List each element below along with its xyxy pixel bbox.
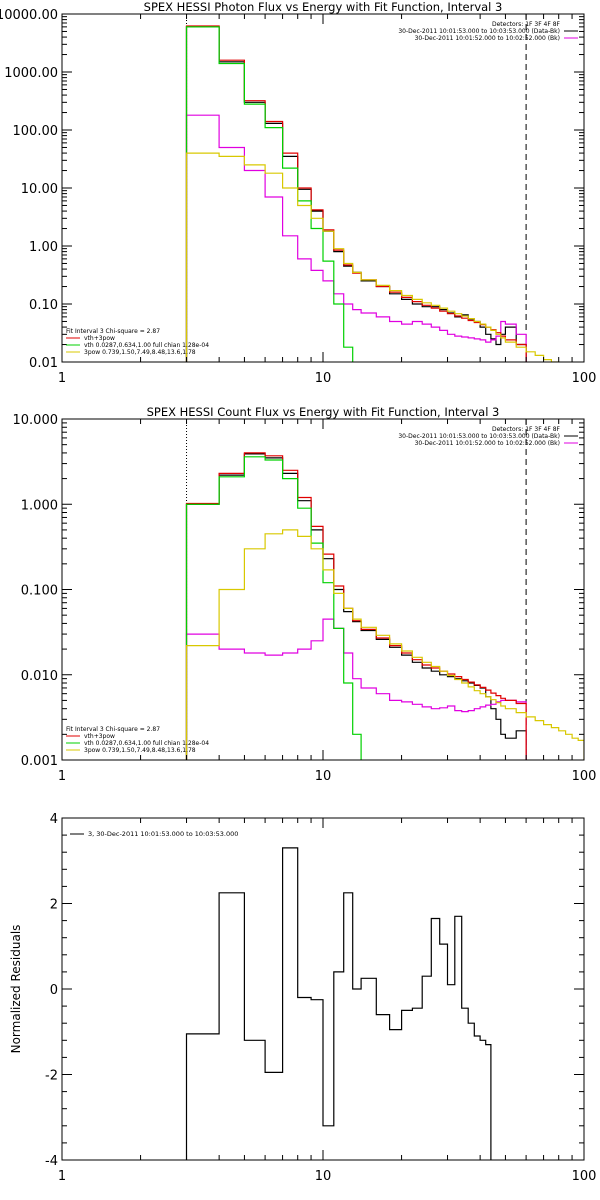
y-tick-label: 0.010: [21, 669, 58, 684]
legend-label: Fit Interval 3 Chi-square = 2.87: [66, 328, 160, 335]
chart-panel-1: SPEX HESSI Photon Flux vs Energy with Fi…: [0, 0, 596, 386]
chart-panel-2: SPEX HESSI Count Flux vs Energy with Fit…: [13, 405, 597, 784]
chart-panel-3: Normalized Residuals 1 10 100 -4 -2 0 2 4 3, 30-D…: [9, 812, 596, 1184]
legend-label: 3, 30-Dec-2011 10:01:53.000 to 10:03:53.…: [88, 830, 238, 838]
y-tick-label: 0.001: [21, 754, 58, 769]
legend-label: vth 0.0287,0.634,1.00 full chian 1.28e-0…: [84, 342, 209, 349]
legend-label: 30-Dec-2011 10:01:52.000 to 10:02:52.000…: [415, 440, 560, 447]
plot-frame: [61, 13, 585, 363]
y-tick-label: 1000.00: [4, 66, 58, 81]
legend-label: 30-Dec-2011 10:01:53.000 to 10:03:53.000…: [398, 433, 560, 440]
series-group: [185, 25, 560, 362]
series-line-vth: [185, 456, 362, 760]
y-tick-label: 4: [50, 812, 58, 827]
y-tick-label: 1.00: [29, 240, 58, 255]
x-tick-label: 100: [572, 769, 597, 784]
series-line-data-bk: [185, 453, 527, 760]
x-tick-label: 1: [58, 769, 66, 784]
series-line-bk: [185, 114, 527, 362]
legend-label: Detectors: 1F 3F 4F 8F: [492, 21, 561, 28]
series-group: [185, 847, 492, 1160]
legend-label: 3pow 0.739,1.50,7.49,8.48,13.6,1.78: [84, 747, 196, 754]
y-tick-label: 2: [50, 898, 58, 913]
legend-label: 30-Dec-2011 10:01:53.000 to 10:03:53.000…: [398, 28, 560, 35]
x-tick-label: 10: [315, 371, 332, 386]
y-tick-label: -4: [45, 1154, 58, 1169]
legend-label: 3pow 0.739,1.50,7.49,8.48,13.6,1.78: [84, 349, 196, 356]
y-axis-label: Normalized Residuals: [9, 925, 23, 1054]
series-line-vth-3pow: [185, 452, 527, 760]
chart-title: SPEX HESSI Photon Flux vs Energy with Fi…: [144, 0, 503, 14]
y-tick-label: 10000.00: [0, 8, 58, 23]
x-tick-label: 100: [572, 1169, 597, 1184]
series-line-data-bk: [185, 26, 527, 362]
y-tick-label: 0: [50, 983, 58, 998]
x-tick-label: 1: [58, 1169, 66, 1184]
legend-label: vth+3pow: [84, 733, 115, 740]
y-tick-label: 1.000: [21, 498, 58, 513]
y-tick-label: 100.00: [13, 124, 59, 139]
legend-label: 30-Dec-2011 10:01:52.000 to 10:02:52.000…: [415, 35, 560, 42]
x-tick-label: 10: [315, 769, 332, 784]
series-line-3pow: [185, 152, 560, 362]
series-group: [185, 452, 584, 760]
legend-label: Detectors: 1F 3F 4F 8F: [492, 426, 561, 433]
y-tick-label: 0.01: [29, 356, 58, 371]
y-tick-label: -2: [45, 1069, 58, 1084]
series-line-vth: [185, 26, 354, 362]
chart-title: SPEX HESSI Count Flux vs Energy with Fit…: [147, 405, 500, 419]
y-tick-label: 10.00: [21, 182, 58, 197]
y-tick-label: 10.000: [13, 413, 59, 428]
series-line-3: [185, 847, 492, 1160]
legend-label: vth+3pow: [84, 335, 115, 342]
series-line-bk: [185, 618, 527, 760]
series-line-3pow: [185, 529, 584, 760]
y-tick-label: 0.100: [21, 584, 58, 599]
legend-label: vth 0.0287,0.634,1.00 full chian 1.28e-0…: [84, 740, 209, 747]
y-tick-label: 0.10: [29, 298, 58, 313]
x-tick-label: 1: [58, 371, 66, 386]
x-tick-label: 100: [572, 371, 597, 386]
series-line-vth-3pow: [185, 25, 527, 362]
legend-label: Fit Interval 3 Chi-square = 2.87: [66, 726, 160, 733]
x-tick-label: 10: [315, 1169, 332, 1184]
